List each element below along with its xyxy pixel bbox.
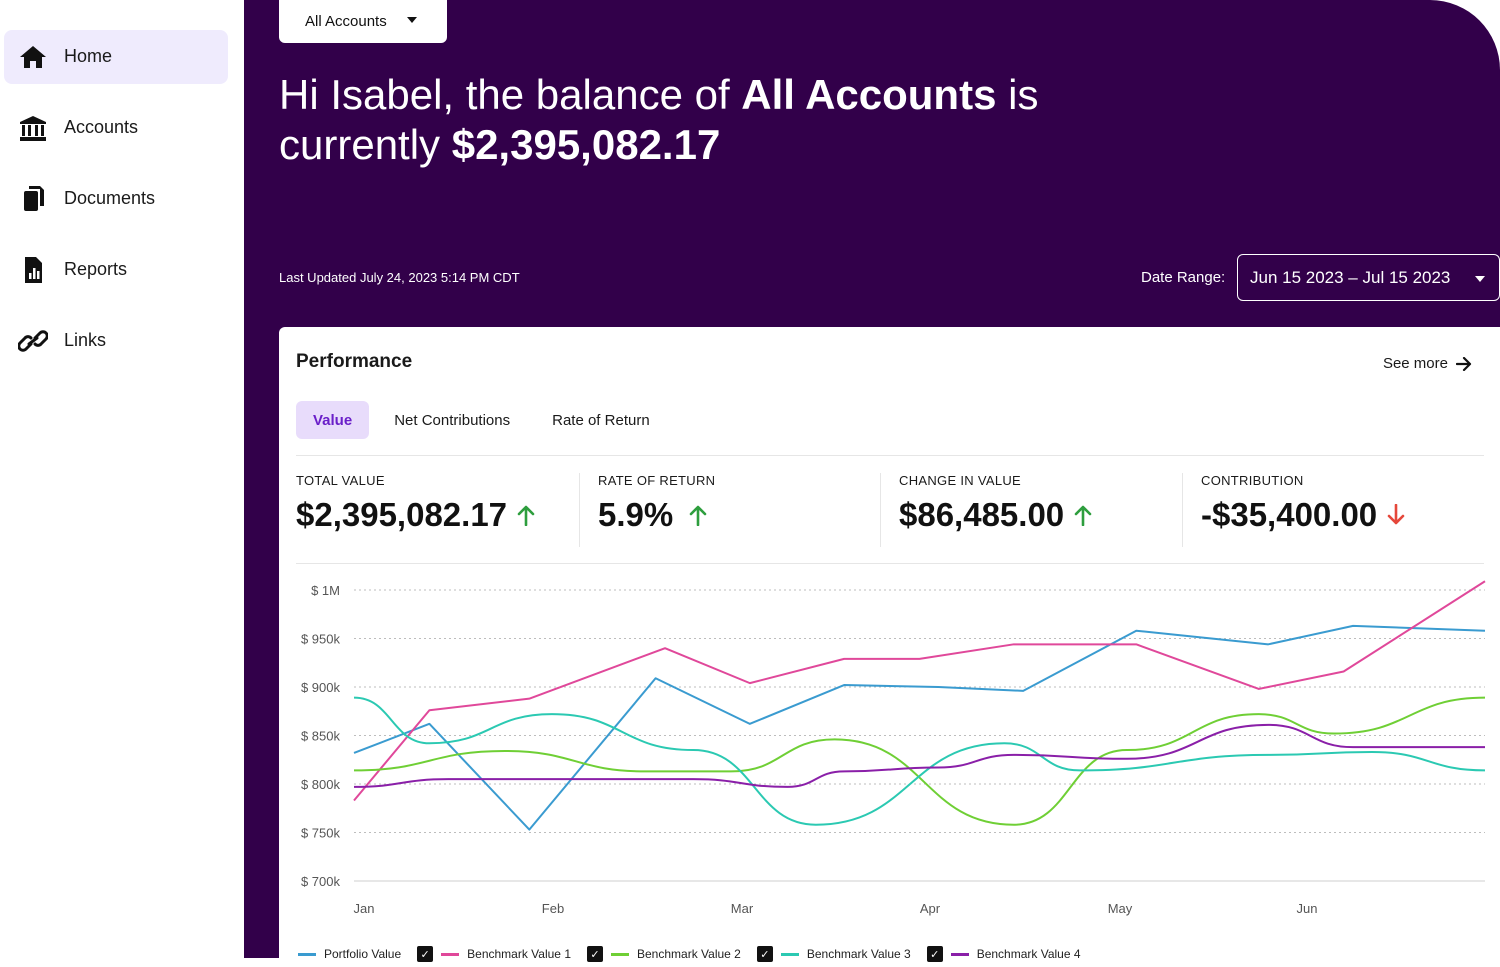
metric-contribution: CONTRIBUTION -$35,400.00 — [1201, 473, 1405, 534]
tab-bar: Value Net Contributions Rate of Return — [296, 401, 675, 439]
y-tick-label: $ 700k — [301, 874, 341, 889]
see-more-label: See more — [1382, 355, 1448, 372]
tab-value[interactable]: Value — [296, 401, 370, 439]
account-selector[interactable]: All Accounts — [279, 0, 447, 43]
link-icon — [18, 330, 48, 352]
arrow-up-icon — [1074, 505, 1092, 526]
last-updated: Last Updated July 24, 2023 5:14 PM CDT — [279, 270, 520, 285]
series-line-benchmark-value-2 — [353, 696, 1486, 826]
legend-item-benchmark-value-3[interactable]: ✓ Benchmark Value 3 — [756, 946, 911, 962]
metric-label: RATE OF RETURN — [598, 473, 716, 488]
metric-value: $2,395,082.17 — [296, 496, 508, 533]
legend-item-benchmark-value-4[interactable]: ✓ Benchmark Value 4 — [926, 946, 1081, 962]
sidebar: Home Accounts Documents Reports — [0, 0, 244, 958]
metric-rate-of-return: RATE OF RETURN 5.9% — [598, 473, 715, 534]
legend-item-benchmark-value-2[interactable]: ✓ Benchmark Value 2 — [587, 946, 741, 962]
legend-label: Portfolio Value — [324, 947, 402, 961]
account-selector-label: All Accounts — [305, 13, 387, 30]
series-line-portfolio-value — [353, 624, 1486, 831]
checkbox-checked-icon[interactable]: ✓ — [926, 946, 943, 962]
legend-item-portfolio-value[interactable]: Portfolio Value — [298, 946, 401, 962]
x-tick-label: Feb — [542, 901, 564, 916]
divider — [296, 455, 1484, 456]
y-tick-label: $ 750k — [301, 826, 341, 841]
series-line-benchmark-value-1 — [353, 580, 1486, 802]
chart-legend: Portfolio Value ✓ Benchmark Value 1 ✓ Be… — [298, 946, 1097, 962]
sidebar-item-documents[interactable]: Documents — [4, 172, 228, 226]
arrow-up-icon — [517, 505, 535, 526]
see-more-link[interactable]: See more — [1383, 355, 1472, 372]
divider — [1182, 473, 1183, 547]
checkbox-checked-icon[interactable]: ✓ — [587, 946, 603, 962]
arrow-up-icon — [689, 505, 707, 526]
legend-label: Benchmark Value 1 — [467, 947, 571, 961]
legend-label: Benchmark Value 3 — [806, 947, 911, 961]
legend-swatch — [950, 952, 969, 956]
metric-total-value: TOTAL VALUE $2,395,082.17 — [296, 473, 535, 534]
arrow-right-icon — [1456, 356, 1472, 371]
y-tick-label: $ 850k — [301, 729, 341, 744]
date-range-value: Jun 15 2023 – Jul 15 2023 — [1250, 267, 1451, 287]
tab-rate-of-return[interactable]: Rate of Return — [552, 411, 650, 429]
sidebar-item-label: Accounts — [64, 117, 139, 137]
tab-net-contributions[interactable]: Net Contributions — [394, 411, 511, 429]
metric-value: $86,485.00 — [899, 496, 1065, 533]
x-tick-label: Mar — [731, 901, 754, 916]
divider — [579, 473, 580, 547]
balance-greeting: Hi Isabel, the balance of All Accounts i… — [279, 70, 1179, 170]
divider — [296, 563, 1484, 564]
card-title: Performance — [296, 351, 413, 372]
legend-label: Benchmark Value 2 — [637, 947, 741, 961]
greeting-prefix: Hi Isabel, the balance of — [279, 71, 742, 118]
y-tick-label: $ 1M — [311, 583, 340, 598]
metric-label: CHANGE IN VALUE — [899, 473, 1022, 488]
metric-label: CONTRIBUTION — [1201, 473, 1304, 488]
sidebar-item-label: Documents — [64, 188, 156, 208]
x-tick-label: Apr — [920, 901, 941, 916]
y-tick-label: $ 950k — [301, 632, 341, 647]
legend-label: Benchmark Value 4 — [976, 947, 1081, 961]
x-tick-label: Jun — [1297, 901, 1318, 916]
caret-down-icon — [1475, 276, 1485, 282]
sidebar-item-label: Reports — [64, 259, 128, 279]
x-tick-label: May — [1108, 901, 1133, 916]
bank-icon — [20, 116, 46, 141]
documents-icon — [24, 186, 44, 211]
metric-change-in-value: CHANGE IN VALUE $86,485.00 — [899, 473, 1092, 534]
sidebar-item-home[interactable]: Home — [4, 30, 228, 84]
legend-swatch — [780, 952, 799, 956]
series-line-benchmark-value-3 — [353, 696, 1486, 826]
caret-down-icon — [407, 17, 417, 23]
sidebar-item-links[interactable]: Links — [4, 314, 228, 368]
report-icon — [25, 257, 42, 283]
greeting-balance: $2,395,082.17 — [451, 121, 721, 168]
series-line-benchmark-value-4 — [353, 723, 1485, 788]
legend-item-benchmark-value-1[interactable]: ✓ Benchmark Value 1 — [417, 946, 571, 962]
sidebar-item-accounts[interactable]: Accounts — [4, 101, 228, 155]
metric-value: -$35,400.00 — [1201, 496, 1378, 533]
y-tick-label: $ 900k — [301, 680, 341, 695]
metric-label: TOTAL VALUE — [296, 473, 385, 488]
sidebar-item-label: Links — [64, 330, 107, 350]
checkbox-checked-icon[interactable]: ✓ — [756, 946, 773, 962]
divider — [880, 473, 881, 547]
legend-swatch — [611, 952, 629, 956]
metric-value: 5.9% — [598, 496, 674, 533]
sidebar-item-reports[interactable]: Reports — [4, 243, 228, 297]
sidebar-item-label: Home — [64, 46, 113, 66]
y-tick-label: $ 800k — [301, 777, 341, 792]
performance-card: Performance See more Value Net Contribut… — [279, 327, 1500, 967]
legend-swatch — [441, 952, 460, 956]
greeting-account: All Accounts — [741, 71, 997, 118]
checkbox-checked-icon[interactable]: ✓ — [417, 946, 434, 962]
date-range-label: Date Range: — [1141, 269, 1226, 286]
legend-swatch — [298, 952, 316, 956]
home-icon — [20, 46, 46, 68]
arrow-down-icon — [1387, 504, 1405, 525]
greeting-mid: is currently — [279, 71, 1039, 168]
x-tick-label: Jan — [354, 901, 375, 916]
